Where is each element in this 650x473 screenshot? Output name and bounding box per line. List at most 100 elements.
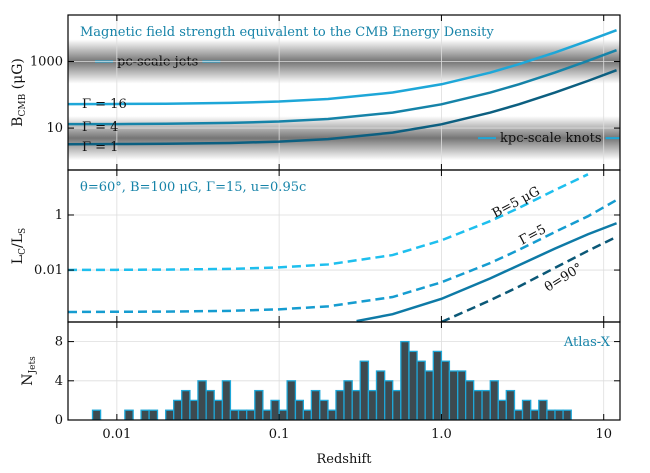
bar <box>181 389 191 420</box>
y-label-part: C <box>18 248 28 255</box>
bar <box>464 380 475 420</box>
y-tick-label: 1 <box>55 208 63 223</box>
y-label-part: B <box>10 117 26 127</box>
bar <box>489 380 499 420</box>
bar <box>343 380 353 420</box>
bar <box>416 360 426 420</box>
annotation: Magnetic field strength equivalent to th… <box>80 25 494 40</box>
y-tick-label: 4 <box>55 374 63 389</box>
series-label: Γ = 16 <box>82 97 127 112</box>
x-tick-label: 10 <box>595 427 612 442</box>
annotation: θ=60°, B=100 μG, Γ=15, u=0.95c <box>80 180 306 195</box>
bar <box>375 370 386 420</box>
bar <box>197 380 207 420</box>
bar <box>538 399 548 420</box>
bar <box>440 360 451 420</box>
line <box>68 173 589 272</box>
bar <box>302 409 313 420</box>
bar <box>262 409 272 420</box>
series-label: θ=90° <box>542 261 585 296</box>
bar <box>351 389 361 420</box>
bar <box>335 389 345 420</box>
y-label: NJets <box>20 356 38 386</box>
bar <box>424 370 434 420</box>
bar <box>457 370 467 420</box>
y-tick-label: 10 <box>46 121 63 136</box>
bar <box>148 409 159 420</box>
bar <box>91 409 102 420</box>
bar <box>448 370 459 420</box>
series-label: Γ=5 <box>517 222 549 248</box>
bar <box>408 350 418 420</box>
series-label: Γ = 1 <box>82 140 118 155</box>
bar <box>270 399 280 420</box>
bar <box>319 399 329 420</box>
panel: pc-scale jets kpc-scale knots <box>68 15 620 170</box>
bar <box>140 409 150 420</box>
y-tick-label: 0 <box>55 413 63 428</box>
x-tick-label: 0.01 <box>102 427 131 442</box>
band-label: kpc-scale knots <box>500 131 602 146</box>
bar <box>384 380 394 420</box>
bar <box>254 389 264 420</box>
bar <box>221 380 232 420</box>
bar <box>473 389 483 420</box>
bar <box>246 409 256 420</box>
line <box>68 198 618 314</box>
line <box>68 28 617 106</box>
line <box>356 222 618 322</box>
bar <box>286 380 297 420</box>
bar <box>530 409 540 420</box>
y-label-part: (μG) <box>10 58 26 94</box>
line <box>440 235 618 322</box>
bar <box>521 399 532 420</box>
bar <box>229 409 240 420</box>
bar <box>497 399 507 420</box>
series-label: Γ = 4 <box>82 120 118 135</box>
line <box>68 69 617 146</box>
bar <box>505 389 516 420</box>
bar <box>513 409 524 420</box>
bar <box>400 340 410 420</box>
bar <box>562 409 572 420</box>
bar <box>392 389 402 420</box>
bar <box>359 360 370 420</box>
x-tick-label: 1.0 <box>431 427 452 442</box>
band-label: pc-scale jets <box>117 55 198 70</box>
axes-frame <box>67 321 621 421</box>
bar <box>205 389 215 420</box>
y-tick-label: 8 <box>55 335 63 350</box>
bar <box>432 350 443 420</box>
y-tick-label: 1000 <box>30 55 63 70</box>
annotation: Atlas-X <box>563 335 611 350</box>
y-tick-label: 0.01 <box>34 263 63 278</box>
y-label: LC/LS <box>10 228 28 264</box>
bar <box>165 409 175 420</box>
panel <box>68 170 620 322</box>
bar <box>481 389 491 420</box>
y-label: BCMB (μG) <box>10 58 28 127</box>
y-label-part: N <box>20 373 36 385</box>
bar <box>546 409 556 420</box>
x-label: Redshift <box>316 452 372 467</box>
bar <box>237 409 248 420</box>
bar <box>310 389 321 420</box>
y-label-part: /L <box>10 234 26 248</box>
bar <box>367 389 378 420</box>
bar <box>189 399 199 420</box>
y-label-part: CMB <box>18 93 28 116</box>
line <box>68 49 617 126</box>
bar <box>554 409 564 420</box>
panel <box>68 322 620 420</box>
bar <box>213 399 224 420</box>
bar <box>294 399 305 420</box>
bar <box>124 409 134 420</box>
series-label: B=5 μG <box>490 184 543 222</box>
y-label-part: L <box>10 255 26 264</box>
x-tick-label: 0.1 <box>269 427 290 442</box>
bar <box>278 409 288 420</box>
y-label-part: S <box>18 228 28 234</box>
bar <box>327 409 337 420</box>
y-label-part: Jets <box>28 356 38 375</box>
